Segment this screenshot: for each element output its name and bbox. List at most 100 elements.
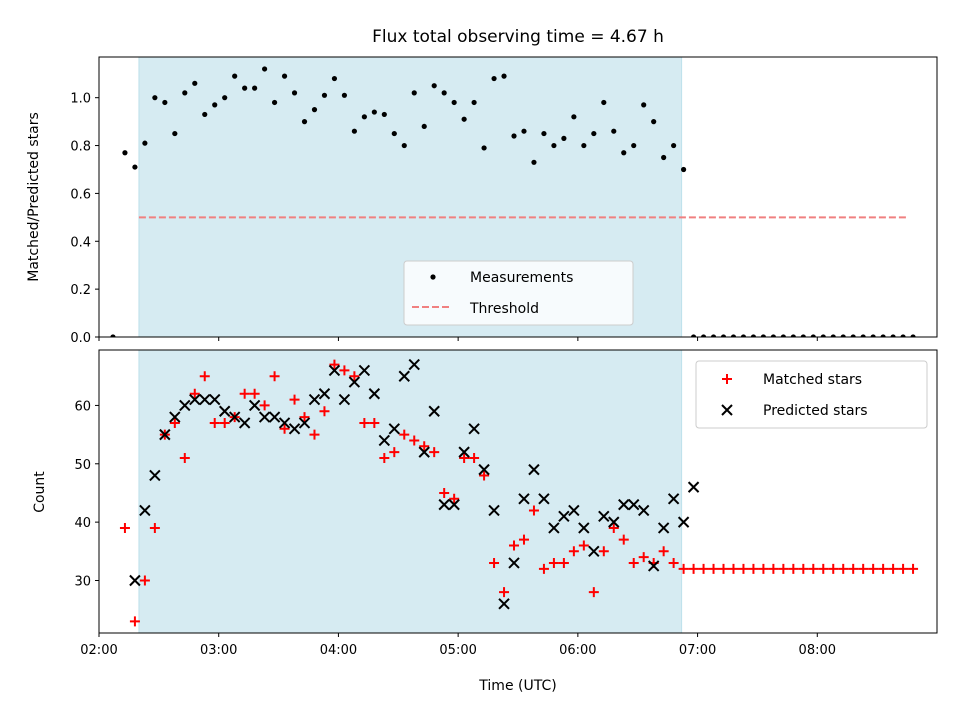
measurement-point <box>830 334 836 337</box>
predicted-star-point <box>328 364 341 377</box>
legend-matched-marker <box>722 374 732 384</box>
predicted-star-point <box>508 557 520 569</box>
matched-star-point <box>528 505 539 516</box>
ratio-plot-area: 0.0 0.2 0.4 0.6 0.8 1.0 Measurements Threshold <box>70 56 938 346</box>
measurement-point <box>561 135 567 141</box>
chart-title: Flux total observing time = 4.67 h <box>372 27 664 47</box>
measurement-point <box>860 334 866 337</box>
matched-star-point <box>509 540 520 551</box>
measurement-point <box>142 140 148 146</box>
matched-star-point <box>558 557 569 568</box>
matched-star-point <box>618 534 629 545</box>
matched-star-point <box>768 563 779 574</box>
y-tick-label: 0.0 <box>70 331 91 346</box>
matched-star-point <box>668 557 679 568</box>
measurement-point <box>631 142 637 149</box>
matched-star-point <box>548 557 559 568</box>
matched-star-point <box>329 359 340 370</box>
measurement-point <box>790 334 796 337</box>
series-matched-stars <box>119 359 919 627</box>
measurement-point <box>571 114 577 120</box>
series-predicted-stars <box>129 358 700 610</box>
measurement-point <box>900 334 906 337</box>
x-tick-label: 04:00 <box>320 643 357 658</box>
matched-star-point <box>578 540 589 551</box>
measurement-point <box>401 142 407 149</box>
matched-star-point <box>598 546 609 557</box>
predicted-star-point <box>677 516 690 528</box>
count-plot-area: 30 40 50 60 02:00 03:00 04:00 05:00 06:00 07:00 08… <box>74 349 938 658</box>
measurement-point <box>341 92 348 98</box>
matched-star-point <box>888 563 899 574</box>
matched-star-point <box>169 417 180 428</box>
measurement-point <box>810 334 816 337</box>
predicted-star-point <box>637 504 650 517</box>
matched-star-point <box>499 587 510 598</box>
measurement-point <box>262 66 268 72</box>
predicted-star-point <box>398 370 410 382</box>
plot-inner <box>119 350 919 633</box>
matched-star-point <box>878 563 889 574</box>
measurement-point <box>411 90 417 96</box>
measurement-point <box>601 99 607 106</box>
measurement-point <box>202 111 208 118</box>
measurement-point <box>840 334 846 337</box>
matched-star-point <box>289 394 300 405</box>
y-tick-label: 0.8 <box>70 140 91 155</box>
predicted-star-point <box>538 493 550 505</box>
matched-star-point <box>349 371 360 382</box>
matched-star-point <box>518 534 529 545</box>
matched-star-point <box>538 563 549 574</box>
predicted-star-point <box>488 504 500 517</box>
predicted-star-point <box>418 446 430 458</box>
predicted-star-point <box>408 358 420 371</box>
matched-star-point <box>688 563 699 574</box>
predicted-star-point <box>189 393 201 406</box>
predicted-star-point <box>568 504 580 517</box>
predicted-star-point <box>548 522 560 534</box>
measurement-point <box>351 128 357 134</box>
predicted-star-point <box>458 446 470 458</box>
measurement-point <box>531 159 537 165</box>
measurement-point <box>192 80 198 86</box>
matched-star-point <box>429 447 440 458</box>
y-tick-label: 50 <box>74 458 91 473</box>
predicted-star-point <box>258 411 271 423</box>
predicted-star-point <box>647 560 660 572</box>
matched-star-point <box>608 522 619 533</box>
predicted-star-point <box>528 463 540 476</box>
predicted-star-point <box>318 388 331 400</box>
matched-star-point <box>209 417 220 428</box>
measurement-point <box>252 85 258 91</box>
matched-star-point <box>489 557 500 568</box>
measurement-point <box>172 130 178 137</box>
measurement-point <box>511 133 517 139</box>
observing-span-shading <box>138 350 683 633</box>
measurement-point <box>641 102 647 108</box>
predicted-star-point <box>218 405 231 417</box>
matched-star-point <box>848 563 859 574</box>
predicted-star-point <box>209 393 221 406</box>
measurement-point <box>421 123 427 130</box>
measurement-point <box>551 142 557 149</box>
y-tick-label: 60 <box>74 399 91 414</box>
measurement-point <box>441 90 447 96</box>
matched-star-point <box>369 417 380 428</box>
predicted-star-point <box>478 463 490 476</box>
matched-star-point <box>479 470 490 481</box>
legend-predicted-marker <box>721 404 733 416</box>
matched-star-point <box>379 452 390 463</box>
plot-frame <box>98 56 938 338</box>
measurement-point <box>162 99 168 106</box>
predicted-star-point <box>687 481 700 493</box>
measurement-point <box>621 150 627 156</box>
measurement-point <box>281 73 288 79</box>
matched-star-point <box>129 616 140 627</box>
measurement-point <box>760 334 767 337</box>
matched-star-point <box>339 365 350 376</box>
measurement-point <box>331 75 338 82</box>
matched-star-point <box>419 441 430 452</box>
measurement-point <box>242 85 248 91</box>
measurement-point <box>132 164 138 170</box>
matched-star-point <box>199 371 210 382</box>
